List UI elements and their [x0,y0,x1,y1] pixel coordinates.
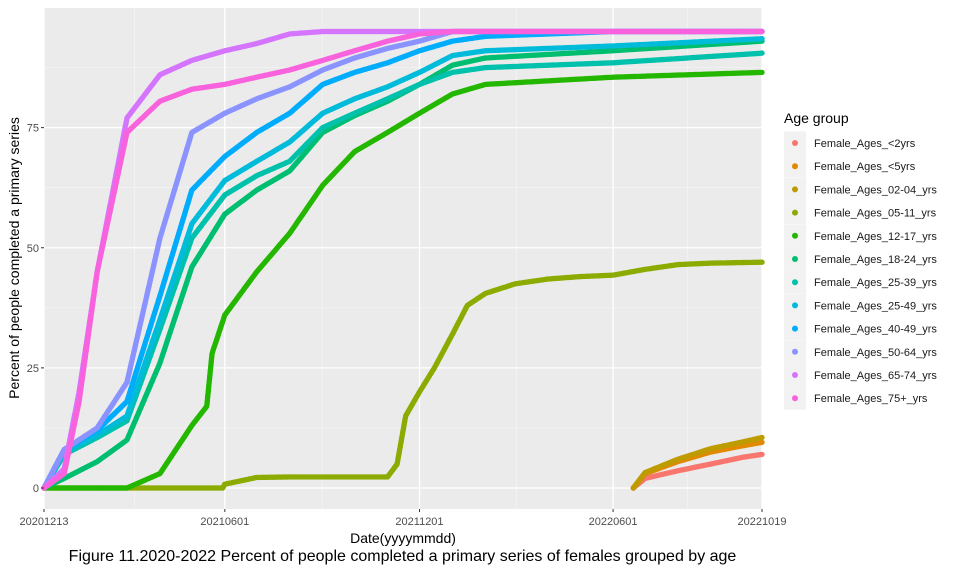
data-point [759,36,765,42]
data-point [759,439,765,446]
data-point [759,451,765,458]
data-point [759,259,765,265]
series-Female_Ages_12-17_yrs [41,69,765,491]
series-Female_Ages_02-04_yrs [630,434,765,491]
data-point [759,69,765,76]
data-point [759,50,765,56]
series-layer [41,28,765,491]
data-point [759,434,765,441]
